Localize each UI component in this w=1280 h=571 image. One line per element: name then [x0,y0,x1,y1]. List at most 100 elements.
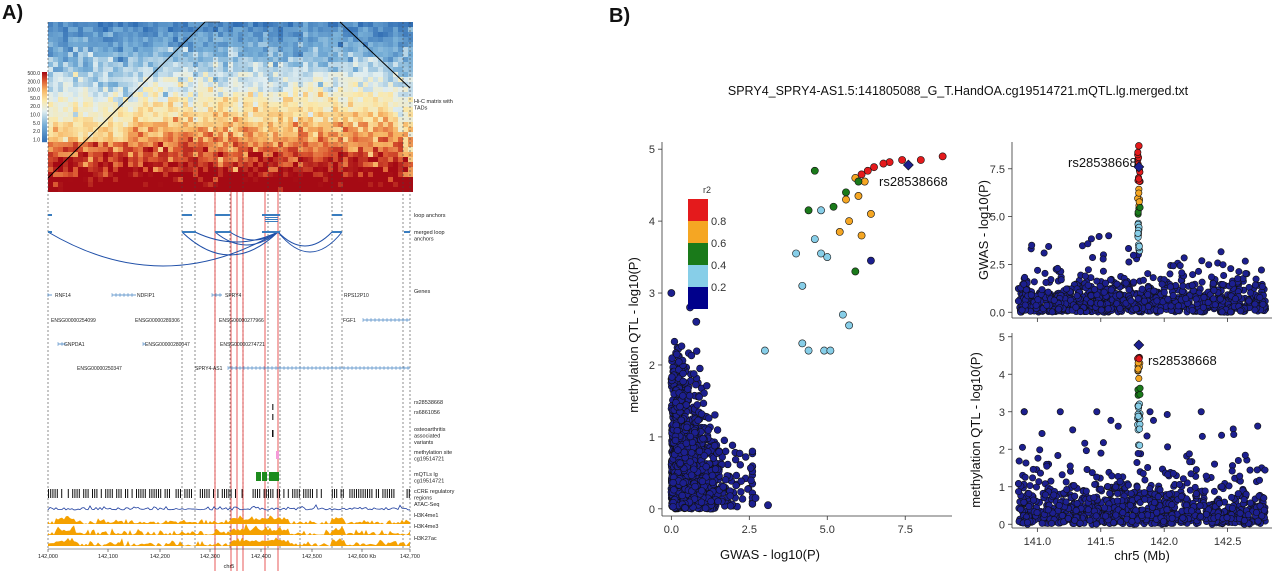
data-point [1066,491,1074,499]
data-point [1043,293,1051,301]
data-point [1167,307,1175,315]
data-point [1052,307,1060,315]
data-point [721,476,730,484]
data-point [669,467,678,475]
data-point [1041,491,1049,499]
data-point [1256,502,1264,510]
methylation-site-marker [276,451,279,459]
data-point [1231,291,1239,299]
data-point [1217,280,1225,288]
data-point [668,429,676,438]
data-point [707,449,715,457]
data-point [1215,499,1223,507]
data-point [736,461,744,469]
data-point [674,403,682,412]
data-point [669,497,678,506]
data-point [1213,504,1221,512]
data-point [672,491,680,499]
data-point [682,501,690,510]
data-point [1209,500,1217,508]
data-point [1132,305,1140,313]
data-point [672,503,680,511]
data-point [677,441,686,450]
data-point [1122,279,1130,287]
data-point [679,396,688,405]
data-point [1159,465,1167,473]
data-point [669,446,677,454]
ccre-mark [155,489,157,498]
y-tick-label: 2.5 [990,259,1005,271]
data-point [676,459,684,467]
data-point [694,493,702,501]
data-point [676,403,684,411]
data-point [1254,299,1262,307]
data-point [1096,294,1104,302]
data-point [1240,516,1248,524]
data-point [1044,496,1052,504]
data-point [1182,495,1190,503]
data-point [1134,426,1142,434]
ccre-mark [378,489,379,498]
data-point [692,489,701,497]
data-point [683,457,691,466]
data-point [1041,480,1049,488]
data-point [1206,298,1214,306]
data-point [680,456,689,464]
data-point [711,494,719,502]
data-point [732,471,741,480]
data-point [686,475,694,483]
data-point [675,414,684,422]
data-point [817,249,825,258]
data-point [684,485,693,493]
data-point [1139,294,1147,302]
data-point [835,228,844,236]
data-point [1093,473,1101,481]
data-point [1018,291,1026,299]
data-point [1153,508,1161,516]
data-point [1202,295,1210,303]
data-point [685,482,693,490]
data-point [1233,279,1241,287]
data-point [1258,283,1266,291]
data-point [677,477,686,486]
data-point [1135,185,1143,193]
rs28538668-marker [272,404,274,410]
data-point [1097,449,1105,457]
data-point [1147,301,1155,309]
data-point [1109,305,1117,313]
data-point [1102,516,1110,524]
data-point [1172,472,1180,480]
data-point [1023,277,1031,285]
data-point [1260,513,1268,521]
colorbar-tick-label: 200.0 [27,79,40,85]
data-point [1139,296,1147,304]
data-point [682,482,691,490]
data-point [1119,509,1127,517]
data-point [682,363,691,372]
data-point [1114,297,1122,305]
data-point [692,493,701,501]
data-point [683,462,692,471]
data-point [693,347,701,355]
data-point [1015,488,1023,496]
data-point [1210,286,1218,294]
data-point [668,488,677,497]
data-point [683,478,691,486]
data-point [1081,439,1089,447]
data-point [1115,302,1123,310]
ccre-mark [158,489,159,498]
data-point [676,434,684,442]
data-point [1135,414,1143,422]
data-point [1070,520,1078,528]
data-point [701,483,710,491]
data-point [1089,515,1097,523]
data-point [1093,493,1101,501]
data-point [1084,506,1092,514]
data-point [1134,359,1142,367]
data-point [1098,512,1106,520]
data-point [1159,297,1167,305]
data-point [1209,279,1217,287]
data-point [668,432,677,441]
data-point [810,235,819,243]
